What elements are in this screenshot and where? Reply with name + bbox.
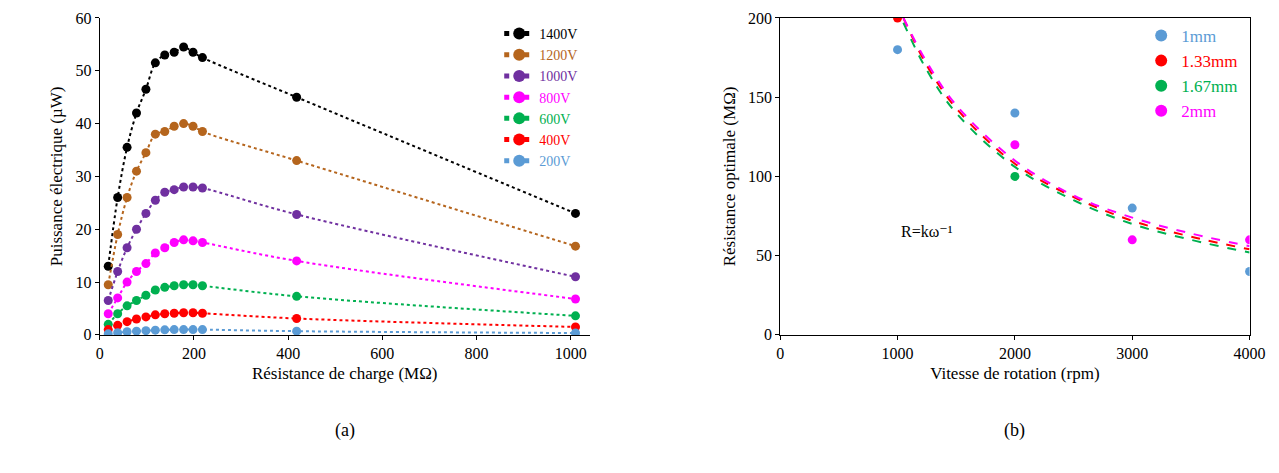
svg-text:1000: 1000 — [555, 345, 587, 362]
svg-text:600: 600 — [370, 345, 394, 362]
svg-text:(a): (a) — [335, 420, 355, 441]
svg-text:600V: 600V — [539, 112, 570, 127]
svg-text:800V: 800V — [539, 91, 570, 106]
svg-text:Résistance de charge (MΩ): Résistance de charge (MΩ) — [252, 364, 438, 383]
svg-text:200: 200 — [748, 10, 772, 27]
svg-text:200V: 200V — [539, 154, 570, 169]
svg-text:10: 10 — [76, 274, 92, 291]
svg-text:(b): (b) — [1004, 420, 1025, 441]
svg-text:60: 60 — [76, 10, 92, 27]
svg-text:1.67mm: 1.67mm — [1181, 77, 1237, 96]
svg-text:100: 100 — [748, 168, 772, 185]
svg-text:2000: 2000 — [999, 345, 1031, 362]
svg-text:0: 0 — [84, 326, 92, 343]
svg-text:4000: 4000 — [1234, 345, 1266, 362]
svg-text:1400V: 1400V — [539, 27, 577, 42]
svg-text:2mm: 2mm — [1181, 102, 1216, 121]
svg-text:Puissance électrique (µW): Puissance électrique (µW) — [47, 87, 66, 267]
svg-text:R=kω⁻¹: R=kω⁻¹ — [901, 223, 953, 240]
svg-text:40: 40 — [76, 115, 92, 132]
svg-text:0: 0 — [776, 345, 784, 362]
svg-text:1200V: 1200V — [539, 48, 577, 63]
svg-text:200: 200 — [182, 345, 206, 362]
svg-text:0: 0 — [764, 326, 772, 343]
svg-text:1000: 1000 — [882, 345, 914, 362]
svg-text:800: 800 — [465, 345, 489, 362]
svg-text:50: 50 — [756, 247, 772, 264]
svg-text:400: 400 — [276, 345, 300, 362]
svg-text:20: 20 — [76, 221, 92, 238]
svg-text:1.33mm: 1.33mm — [1181, 52, 1237, 71]
svg-text:1mm: 1mm — [1181, 27, 1216, 46]
svg-text:Vitesse de rotation (rpm): Vitesse de rotation (rpm) — [930, 364, 1099, 383]
svg-text:3000: 3000 — [1116, 345, 1148, 362]
svg-text:150: 150 — [748, 89, 772, 106]
svg-text:400V: 400V — [539, 133, 570, 148]
svg-text:50: 50 — [76, 62, 92, 79]
svg-text:1000V: 1000V — [539, 69, 577, 84]
svg-text:30: 30 — [76, 168, 92, 185]
svg-text:0: 0 — [96, 345, 104, 362]
svg-text:Résistance optimale (MΩ): Résistance optimale (MΩ) — [720, 87, 739, 267]
